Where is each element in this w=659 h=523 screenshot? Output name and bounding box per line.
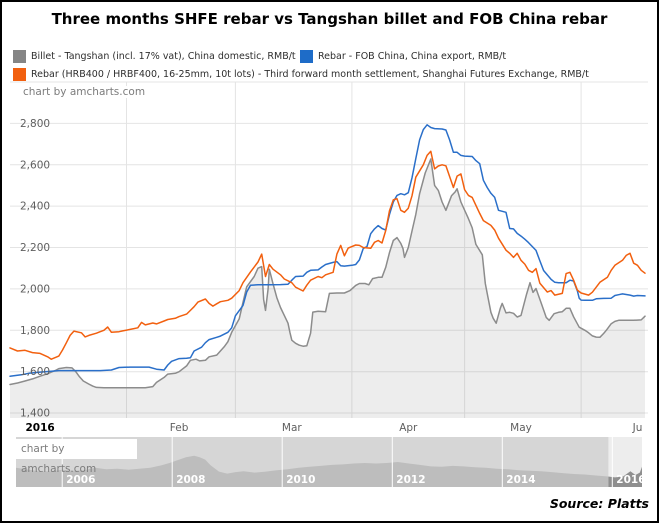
series-group — [9, 124, 646, 418]
y-tick-label: 2,200 — [20, 242, 50, 254]
series-line-0 — [9, 158, 646, 389]
source-credit: Source: Platts — [549, 496, 649, 511]
main-grid — [10, 81, 648, 418]
navigator-year-label: 2008 — [176, 474, 205, 486]
y-tick-label: 1,800 — [20, 325, 50, 337]
legend-swatch-billet — [13, 49, 26, 63]
legend-item-billet[interactable]: Billet - Tangshan (incl. 17% vat), China… — [13, 49, 296, 63]
y-tick-label: 1,600 — [20, 366, 50, 378]
navigator-area-selected — [608, 466, 642, 487]
navigator-year-label: 2010 — [286, 474, 315, 486]
x-tick-label: 2016 — [25, 422, 54, 434]
y-tick-label: 2,400 — [20, 201, 50, 213]
axis-labels: 1,400 1,600 1,800 2,000 2,200 2,400 2,600 2,800… — [20, 118, 642, 434]
navigator-year-label: 2014 — [506, 474, 535, 486]
y-tick-label: 1,400 — [20, 408, 50, 420]
y-tick-label: 2,800 — [20, 118, 50, 130]
x-tick-label: Apr — [399, 422, 418, 434]
navigator-year-label: 2016 — [616, 474, 645, 486]
legend-item-fob-rebar[interactable]: Rebar - FOB China, China export, RMB/t — [300, 49, 506, 63]
legend-label-fob-rebar: Rebar - FOB China, China export, RMB/t — [318, 50, 507, 62]
series-line-2 — [9, 150, 646, 360]
navigator-year-label: 2012 — [396, 474, 425, 486]
legend-swatch-fob-rebar — [300, 49, 313, 63]
y-tick-label: 2,000 — [20, 283, 50, 295]
series-area-0 — [10, 159, 645, 418]
amcharts-branding-link-navigator[interactable]: chart by amcharts.com — [16, 439, 137, 475]
legend-label-billet: Billet - Tangshan (incl. 17% vat), China… — [31, 50, 296, 62]
x-tick-label: May — [510, 422, 532, 434]
x-tick-label: Mar — [282, 422, 302, 434]
legend-item-shfe-rebar[interactable]: Rebar (HRB400 / HRBF400, 16-25mm, 10t lo… — [13, 67, 589, 81]
navigator-year-label: 2006 — [66, 474, 95, 486]
x-tick-label: Feb — [170, 422, 189, 434]
amcharts-branding-link[interactable]: chart by amcharts.com — [20, 86, 149, 98]
legend-label-shfe-rebar: Rebar (HRB400 / HRBF400, 16-25mm, 10t lo… — [31, 68, 589, 80]
chart-title: Three months SHFE rebar vs Tangshan bill… — [51, 10, 608, 28]
x-tick-label: Ju — [632, 422, 643, 434]
y-tick-label: 2,600 — [20, 159, 50, 171]
legend-swatch-shfe-rebar — [13, 67, 26, 81]
